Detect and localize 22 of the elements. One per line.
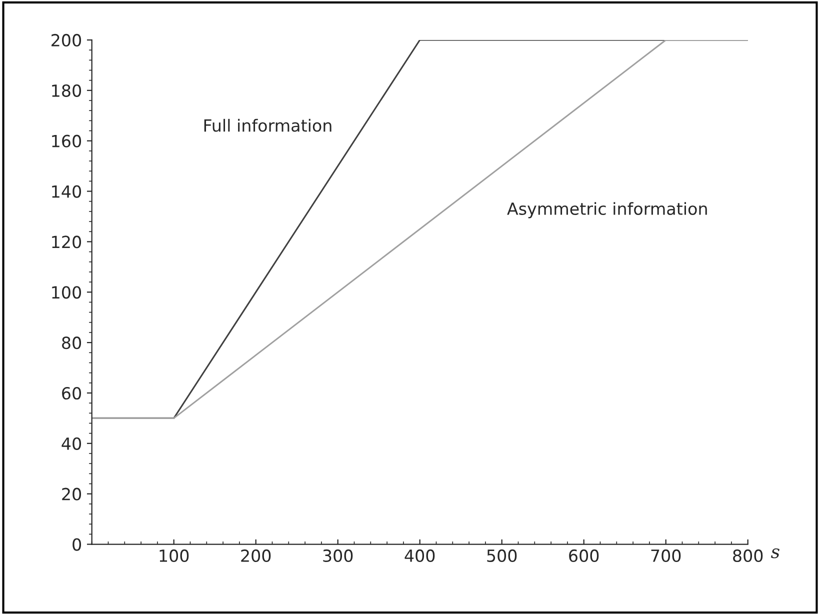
y-tick-label: 80 [62,336,82,350]
x-tick-label: 700 [651,549,681,562]
x-tick-label: 400 [404,549,435,562]
x-tick-label: 800 [733,549,763,562]
y-tick-label: 200 [52,34,82,47]
x-tick-label: 300 [323,549,353,562]
y-tick-label: 20 [62,488,82,500]
x-tick-label: 500 [487,549,517,562]
y-tick-label: 180 [52,84,82,97]
x-axis-title: s [771,548,780,558]
x-tick-label: 100 [160,549,189,562]
y-tick-label: 160 [52,134,82,148]
x-tick-label: 600 [569,549,599,562]
y-tick-label: 0 [72,538,82,551]
series-label: Asymmetric information [507,202,707,218]
y-tick-label: 120 [52,236,82,248]
series-label: Full information [204,118,332,132]
y-tick-label: 100 [52,286,82,299]
y-tick-label: 40 [62,437,82,450]
y-tick-label: 60 [62,386,82,400]
x-tick-label: 200 [241,549,271,562]
y-tick-label: 140 [52,185,82,198]
